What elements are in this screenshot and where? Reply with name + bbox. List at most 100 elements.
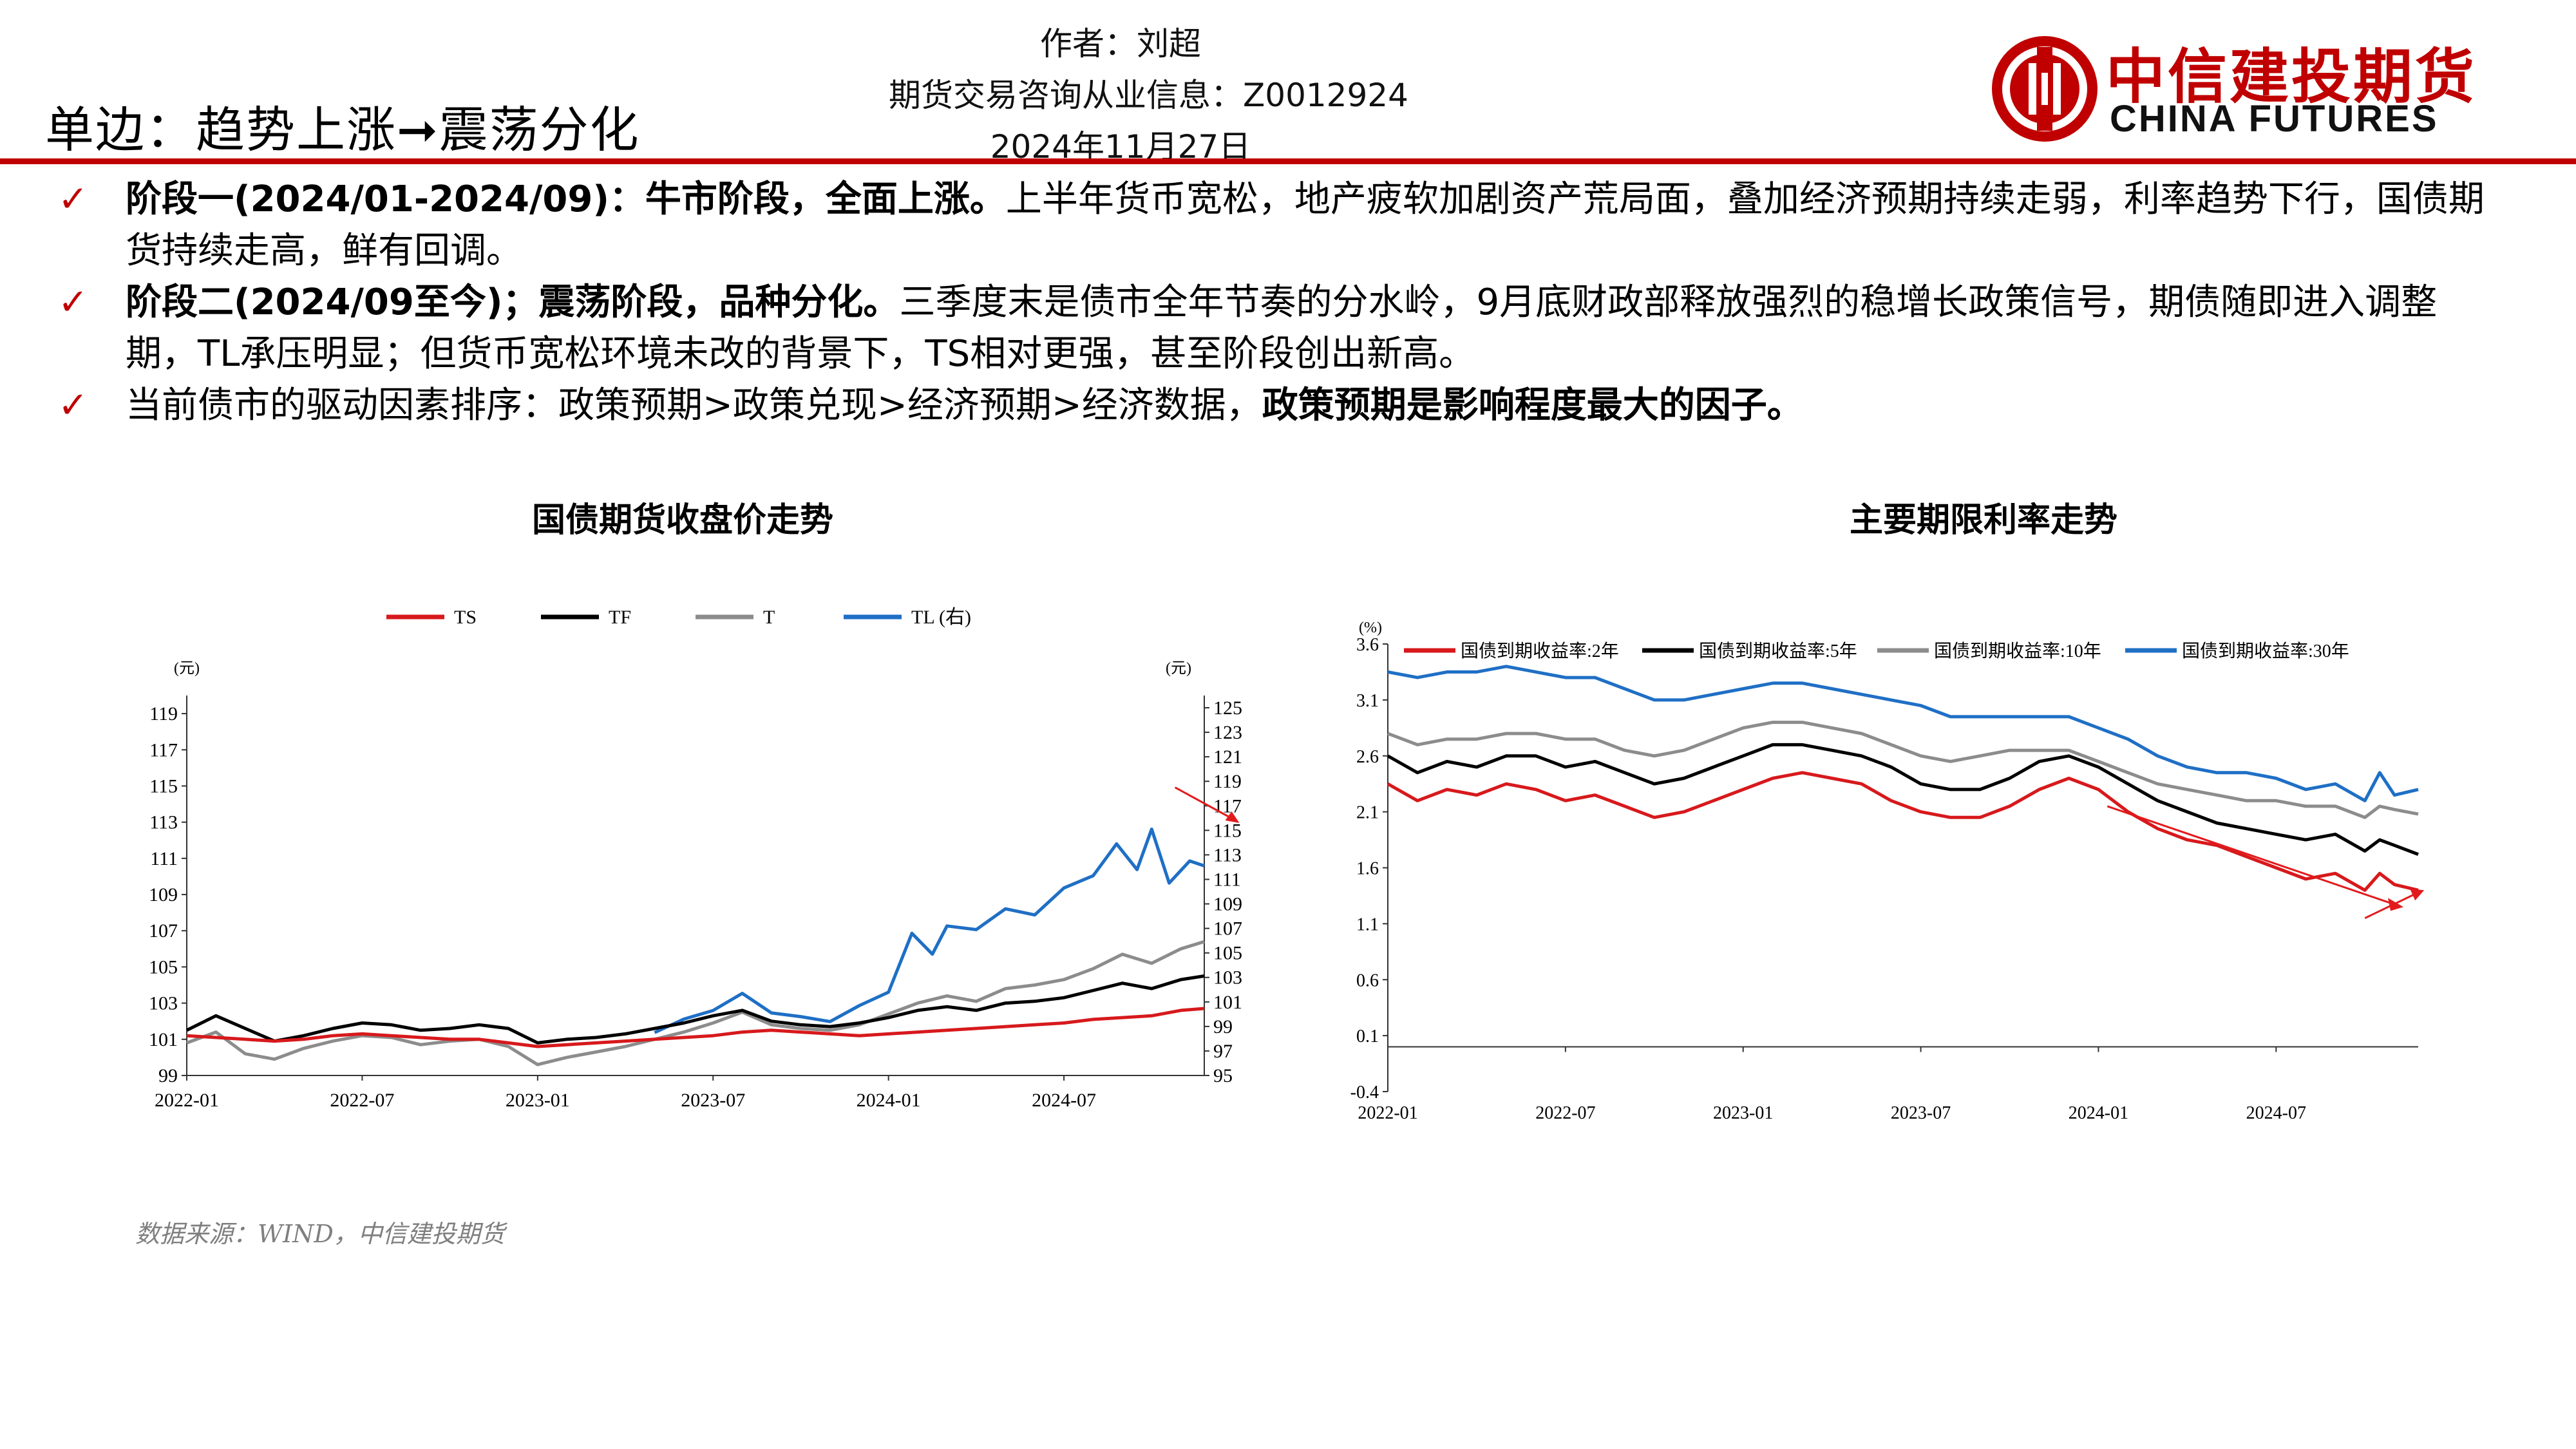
right-axis-unit: (元)	[1166, 660, 1191, 677]
x-tick-label: 2022-07	[330, 1090, 394, 1111]
y-tick-label-left: 109	[149, 884, 178, 905]
legend-label: 国债到期收益率:5年	[1699, 641, 1857, 661]
legend-label: 国债到期收益率:30年	[2182, 641, 2349, 661]
x-tick-label: 2023-07	[681, 1090, 745, 1111]
bullet-bold: 阶段二(2024/09至今)；震荡阶段，品种分化。	[126, 281, 900, 323]
y-tick-label: 2.1	[1356, 803, 1379, 823]
y-tick-label-right: 105	[1213, 943, 1242, 964]
y-tick-label-left: 103	[149, 993, 178, 1014]
left-axis-unit: (元)	[174, 660, 200, 677]
chart-title-rates: 主要期限利率走势	[1849, 501, 2117, 540]
x-tick-label: 2024-01	[857, 1090, 921, 1111]
y-tick-label-left: 113	[149, 812, 178, 833]
trend-arrow	[2107, 805, 2395, 905]
y-tick-label-left: 99	[158, 1065, 178, 1086]
bullet-bold-tail: 政策预期是影响程度最大的因子。	[1262, 384, 1803, 426]
x-tick-label: 2023-01	[506, 1090, 570, 1111]
check-icon: ✓	[58, 384, 88, 426]
legend-label: 国债到期收益率:2年	[1461, 641, 1619, 661]
x-tick-label: 2024-01	[2069, 1103, 2128, 1123]
y-tick-label-right: 121	[1213, 746, 1242, 768]
series-line-1	[1387, 771, 2419, 892]
check-icon: ✓	[58, 178, 88, 220]
x-tick-label: 2023-07	[1891, 1103, 1951, 1123]
y-axis-unit: (%)	[1359, 620, 1382, 636]
y-tick-label-left: 115	[149, 775, 178, 797]
report-date: 2024年11月27日	[990, 128, 1251, 166]
bullet-text: 三季度末是债市全年节奏的分水岭，9月底财政部释放强烈的稳增长政策信号，期债随即进…	[126, 281, 2438, 375]
y-tick-label-right: 99	[1213, 1016, 1233, 1037]
x-tick-label: 2024-07	[2246, 1103, 2306, 1123]
trend-arrow-head	[1225, 811, 1240, 823]
slide-title: 单边：趋势上涨➞震荡分化	[45, 101, 640, 158]
x-tick-label: 2022-01	[155, 1090, 219, 1111]
y-tick-label: 3.6	[1356, 635, 1379, 655]
trend-arrow	[1174, 786, 1236, 822]
series-line-tf	[185, 974, 1205, 1045]
y-tick-label-right: 97	[1213, 1041, 1233, 1062]
legend-label: TF	[609, 607, 631, 628]
y-tick-label-left: 117	[149, 739, 178, 761]
series-line-2	[1387, 743, 2419, 856]
futures-price-chart: TS TF T TL (右) (元) (元) 99 101 103 105 107 109 111 113…	[149, 607, 1242, 1111]
y-tick-label: 1.1	[1356, 914, 1379, 934]
y-tick-label-right: 107	[1213, 918, 1242, 940]
y-tick-label: 3.1	[1356, 691, 1379, 711]
y-tick-label-right: 95	[1213, 1065, 1233, 1086]
y-tick-label-right: 111	[1213, 869, 1241, 890]
chart-title-futures: 国债期货收盘价走势	[531, 501, 833, 540]
y-tick-label: 2.6	[1356, 747, 1379, 767]
author: 作者：刘超	[1040, 25, 1201, 62]
x-tick-label: 2024-07	[1032, 1090, 1096, 1111]
x-tick-label: 2022-01	[1358, 1103, 1417, 1123]
series-line-t	[186, 940, 1205, 1066]
y-tick-label-left: 107	[149, 920, 178, 942]
x-tick-label: 2023-01	[1713, 1103, 1773, 1123]
y-tick-label-left: 119	[149, 703, 178, 724]
series-line-ts	[186, 1007, 1205, 1048]
y-tick-label-left: 101	[149, 1029, 178, 1050]
y-tick-label: 0.1	[1356, 1027, 1379, 1046]
license-info: 期货交易咨询从业信息：Z0012924	[889, 77, 1408, 114]
bullet-text: 上半年货币宽松，地产疲软加剧资产荒局面，叠加经济预期持续走弱，利率趋势下行，国债…	[126, 178, 2485, 272]
bullet-list: ✓ 阶段一(2024/01-2024/09)：牛市阶段，全面上涨。上半年货币宽松…	[58, 174, 2505, 431]
bullet-item: ✓ 阶段一(2024/01-2024/09)：牛市阶段，全面上涨。上半年货币宽松…	[58, 174, 2505, 277]
series-line-4	[1387, 665, 2419, 802]
bullet-item: ✓ 阶段二(2024/09至今)；震荡阶段，品种分化。三季度末是债市全年节奏的分…	[58, 277, 2505, 380]
yield-rate-chart: (%)国债到期收益率:2年 国债到期收益率:5年 国债到期收益率:10年 国债到期收益…	[1350, 620, 2425, 1123]
y-tick-label-right: 101	[1213, 992, 1242, 1013]
x-tick-label: 2022-07	[1535, 1103, 1595, 1123]
y-tick-label-left: 111	[150, 848, 178, 869]
logo-text-cn: 中信建投期货	[2106, 43, 2477, 111]
y-tick-label-right: 119	[1213, 771, 1242, 792]
legend-label: 国债到期收益率:10年	[1934, 641, 2101, 661]
y-tick-label: -0.4	[1350, 1083, 1379, 1103]
series-line-3	[1387, 721, 2419, 819]
y-tick-label-right: 103	[1213, 967, 1242, 989]
y-tick-label-right: 115	[1213, 820, 1242, 841]
company-logo: 中信建投期货 CHINA FUTURES	[1990, 29, 2524, 148]
bullet-bold: 阶段一(2024/01-2024/09)：牛市阶段，全面上涨。	[126, 178, 1006, 220]
trend-arrow-head	[2410, 889, 2425, 901]
y-tick-label-right: 117	[1213, 795, 1242, 817]
series-line-tl	[654, 828, 1205, 1034]
data-source: 数据来源：WIND，中信建投期货	[135, 1220, 505, 1248]
y-tick-label-left: 105	[149, 956, 178, 978]
citic-emblem-icon	[1992, 36, 2098, 142]
y-tick-label-right: 125	[1213, 697, 1242, 719]
report-meta: 作者：刘超 期货交易咨询从业信息：Z0012924 2024年11月27日	[889, 18, 1408, 173]
bullet-item: ✓ 当前债市的驱动因素排序：政策预期>政策兑现>经济预期>经济数据，政策预期是影…	[58, 380, 2505, 431]
bullet-text: 当前债市的驱动因素排序：政策预期>政策兑现>经济预期>经济数据，	[126, 384, 1262, 426]
y-tick-label: 1.6	[1356, 859, 1379, 879]
check-icon: ✓	[58, 281, 88, 323]
logo-text-en: CHINA FUTURES	[2110, 98, 2439, 140]
legend-label: TS	[454, 607, 477, 628]
chart-legend: TS TF T TL (右)	[386, 607, 971, 628]
legend-label: TL (右)	[911, 607, 971, 628]
chart-legend: 国债到期收益率:2年 国债到期收益率:5年 国债到期收益率:10年 国债到期收益率:3…	[1404, 641, 2349, 661]
y-tick-label-right: 109	[1213, 894, 1242, 915]
y-tick-label-right: 123	[1213, 722, 1242, 743]
header-divider	[0, 158, 2576, 164]
legend-label: T	[763, 607, 775, 628]
y-tick-label: 0.6	[1356, 971, 1379, 990]
